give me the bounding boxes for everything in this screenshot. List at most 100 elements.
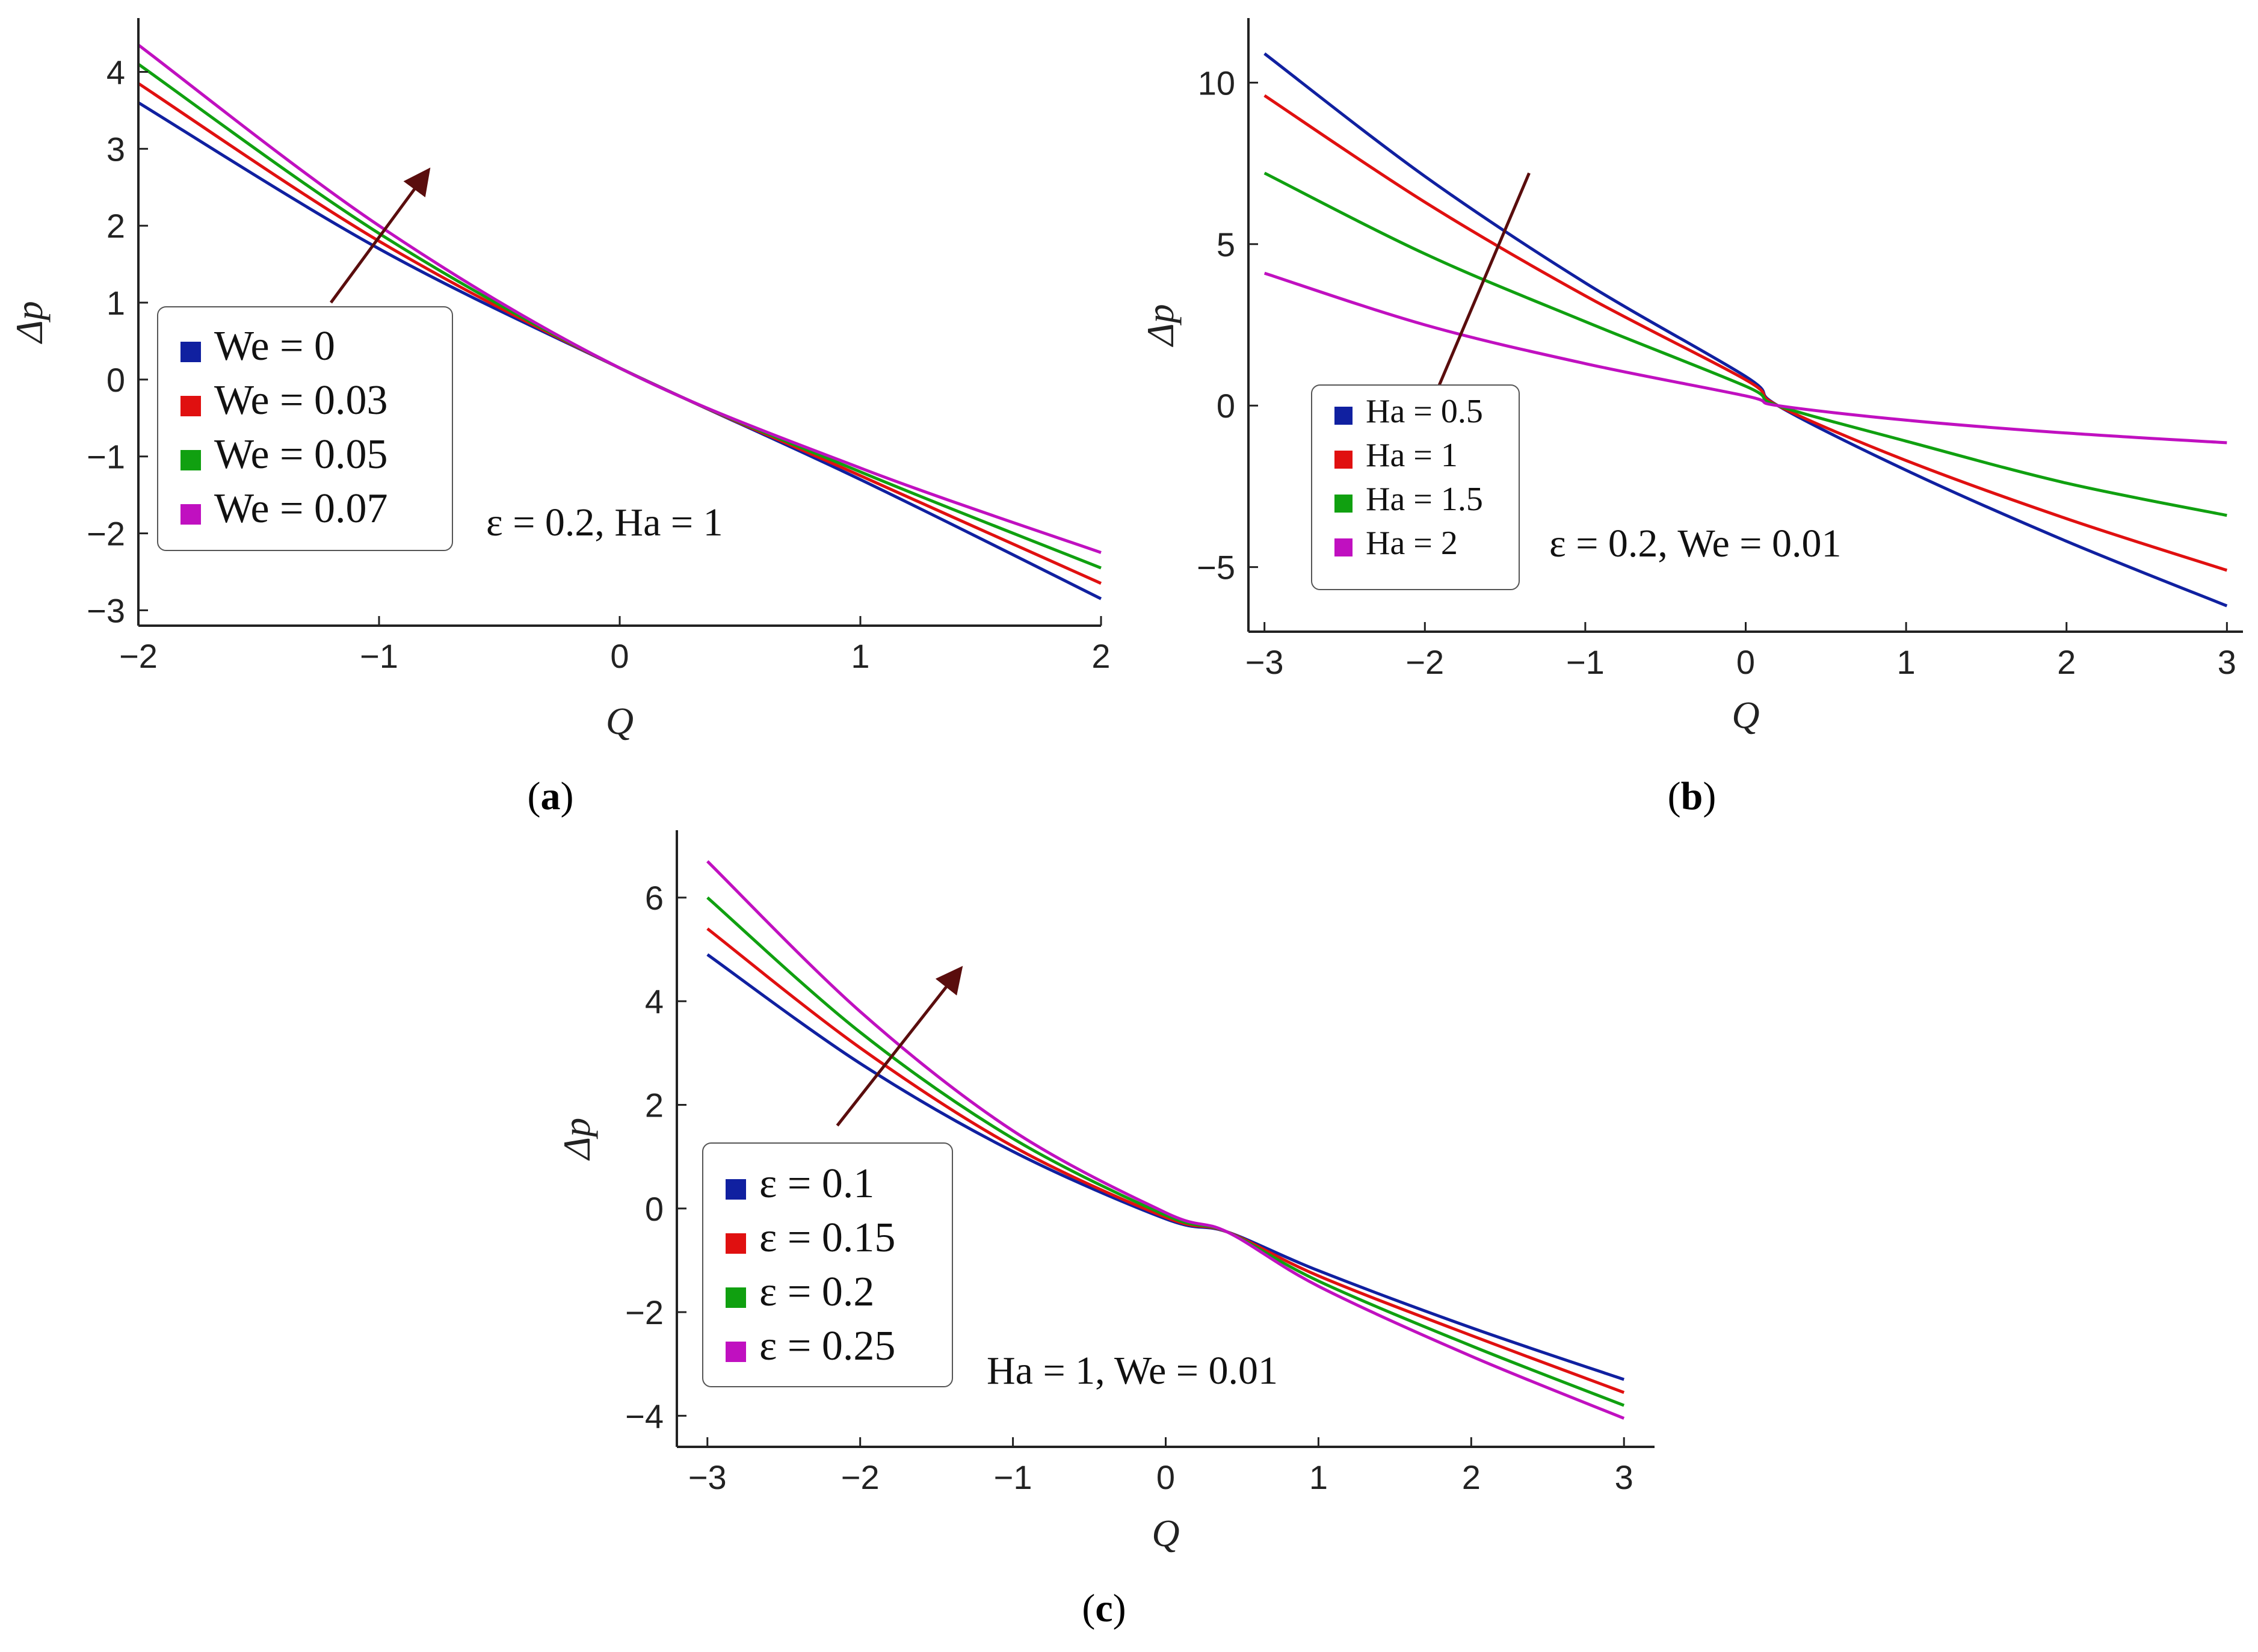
series-line	[1263, 94, 2228, 572]
x-tick-label: 3	[2218, 643, 2236, 681]
x-tick-label: −1	[994, 1458, 1032, 1496]
legend-label: ε = 0.25	[759, 1323, 895, 1369]
legend-box	[702, 1142, 953, 1387]
parameter-annotation: Ha = 1, We = 0.01	[987, 1349, 1278, 1393]
legend-box	[157, 306, 453, 551]
trend-arrow	[836, 966, 963, 1127]
x-tick-label: 3	[1615, 1458, 1633, 1496]
legend-label: Ha = 1	[1366, 437, 1458, 474]
y-tick-label: 4	[106, 53, 125, 91]
legend-label: We = 0	[214, 323, 335, 369]
x-axis-title: Q	[606, 700, 634, 742]
legend-items: ε = 0.1 ε = 0.15 ε = 0.2 ε = 0.25	[726, 1160, 895, 1369]
series-line	[1263, 171, 2227, 517]
y-tick-label: 1	[106, 284, 125, 322]
x-tick-label: −3	[1245, 643, 1284, 681]
panel-label: (b)	[1668, 774, 1717, 818]
y-tick-label: −5	[1197, 549, 1235, 587]
legend-label: Ha = 0.5	[1366, 393, 1483, 430]
x-axis-title: Q	[1732, 694, 1759, 736]
x-tick-label: 0	[1156, 1458, 1175, 1496]
y-tick-label: 2	[645, 1086, 664, 1124]
y-tick-label: −3	[87, 591, 125, 629]
legend-swatch	[1334, 451, 1353, 469]
series-line	[706, 860, 1625, 1420]
legend-items: We = 0 We = 0.03 We = 0.05 We = 0.07	[180, 323, 388, 532]
x-tick-label: −1	[360, 637, 398, 675]
series-layer	[706, 860, 1625, 1420]
legend-swatch	[726, 1287, 746, 1308]
legend-label: We = 0.03	[214, 377, 388, 424]
x-tick-label: 1	[1897, 643, 1916, 681]
x-tick-label: 2	[1091, 637, 1110, 675]
x-axis-title: Q	[1152, 1512, 1179, 1555]
legend: We = 0 We = 0.03 We = 0.05 We = 0.07	[157, 306, 453, 551]
parameter-annotation: ε = 0.2, Ha = 1	[486, 501, 723, 544]
legend-label: We = 0.05	[214, 431, 388, 478]
y-tick-label: 5	[1217, 226, 1235, 264]
legend-label: ε = 0.1	[759, 1160, 874, 1207]
panel-label: (a)	[528, 774, 574, 818]
series-line	[137, 43, 1102, 554]
x-tick-label: 0	[610, 637, 629, 675]
x-tick-label: −2	[1405, 643, 1444, 681]
y-tick-label: −4	[625, 1397, 664, 1435]
legend-swatch	[180, 504, 201, 525]
legend-swatch	[180, 450, 201, 470]
legend-swatch	[1334, 407, 1353, 425]
legend-label: Ha = 2	[1366, 525, 1458, 562]
y-tick-label: 2	[106, 207, 125, 245]
legend-swatch	[726, 1233, 746, 1254]
y-tick-label: 6	[645, 879, 664, 917]
y-tick-label: 0	[1217, 387, 1235, 425]
y-tick-label: −2	[625, 1293, 664, 1331]
y-tick-label: 0	[106, 361, 125, 399]
x-tick-label: −2	[119, 637, 158, 675]
panel-label: (c)	[1082, 1586, 1126, 1630]
x-ticks: −3 −2 −1 0 1 2 3	[688, 1437, 1633, 1496]
legend-box	[1311, 384, 1520, 590]
parameter-annotation: ε = 0.2, We = 0.01	[1549, 522, 1841, 566]
legend-swatch	[180, 342, 201, 362]
y-tick-label: 0	[645, 1190, 664, 1228]
legend-swatch	[726, 1179, 746, 1200]
series-layer	[137, 43, 1102, 600]
y-tick-label: −2	[87, 515, 125, 553]
series-line	[1263, 271, 2227, 445]
legend-swatch	[1334, 538, 1353, 556]
series-line	[706, 896, 1625, 1407]
series-layer	[1263, 52, 2228, 608]
x-tick-label: −3	[688, 1458, 727, 1496]
y-axis-title: Δp	[555, 1118, 598, 1162]
y-axis-title: Δp	[8, 301, 51, 345]
chart-panel-a: −2 −1 0 1 2 −3 −2 −1 0 1 2 3 4 Q Δp We = 0 We = 0.03…	[8, 18, 1111, 818]
legend-label: We = 0.07	[214, 485, 388, 532]
y-ticks: −5 0 5 10	[1197, 64, 1258, 587]
y-tick-label: 3	[106, 130, 125, 168]
legend-label: ε = 0.15	[759, 1215, 895, 1261]
legend-swatch	[726, 1342, 746, 1362]
x-ticks: −3 −2 −1 0 1 2 3	[1245, 622, 2236, 681]
x-tick-label: −1	[1566, 643, 1605, 681]
x-tick-label: 1	[851, 637, 869, 675]
y-ticks: −3 −2 −1 0 1 2 3 4	[87, 53, 148, 629]
legend: Ha = 0.5 Ha = 1 Ha = 1.5 Ha = 2	[1311, 384, 1520, 590]
legend-swatch	[180, 396, 201, 416]
legend-label: Ha = 1.5	[1366, 481, 1483, 518]
legend-label: ε = 0.2	[759, 1269, 874, 1315]
y-tick-label: −1	[87, 438, 125, 476]
legend-swatch	[1334, 495, 1353, 513]
x-ticks: −2 −1 0 1 2	[119, 616, 1111, 675]
x-tick-label: 2	[2057, 643, 2076, 681]
trend-arrow	[329, 167, 431, 304]
x-tick-label: 2	[1462, 1458, 1481, 1496]
y-tick-label: 4	[645, 982, 664, 1020]
y-axis-title: Δp	[1139, 304, 1182, 348]
x-tick-label: 1	[1309, 1458, 1328, 1496]
y-tick-label: 10	[1198, 64, 1235, 102]
x-tick-label: 0	[1736, 643, 1755, 681]
chart-panel-c: −3 −2 −1 0 1 2 3 −4 −2 0 2 4 6 Q Δp ε = 0.1 ε = 0.15…	[555, 830, 1655, 1630]
x-tick-label: −2	[841, 1458, 880, 1496]
